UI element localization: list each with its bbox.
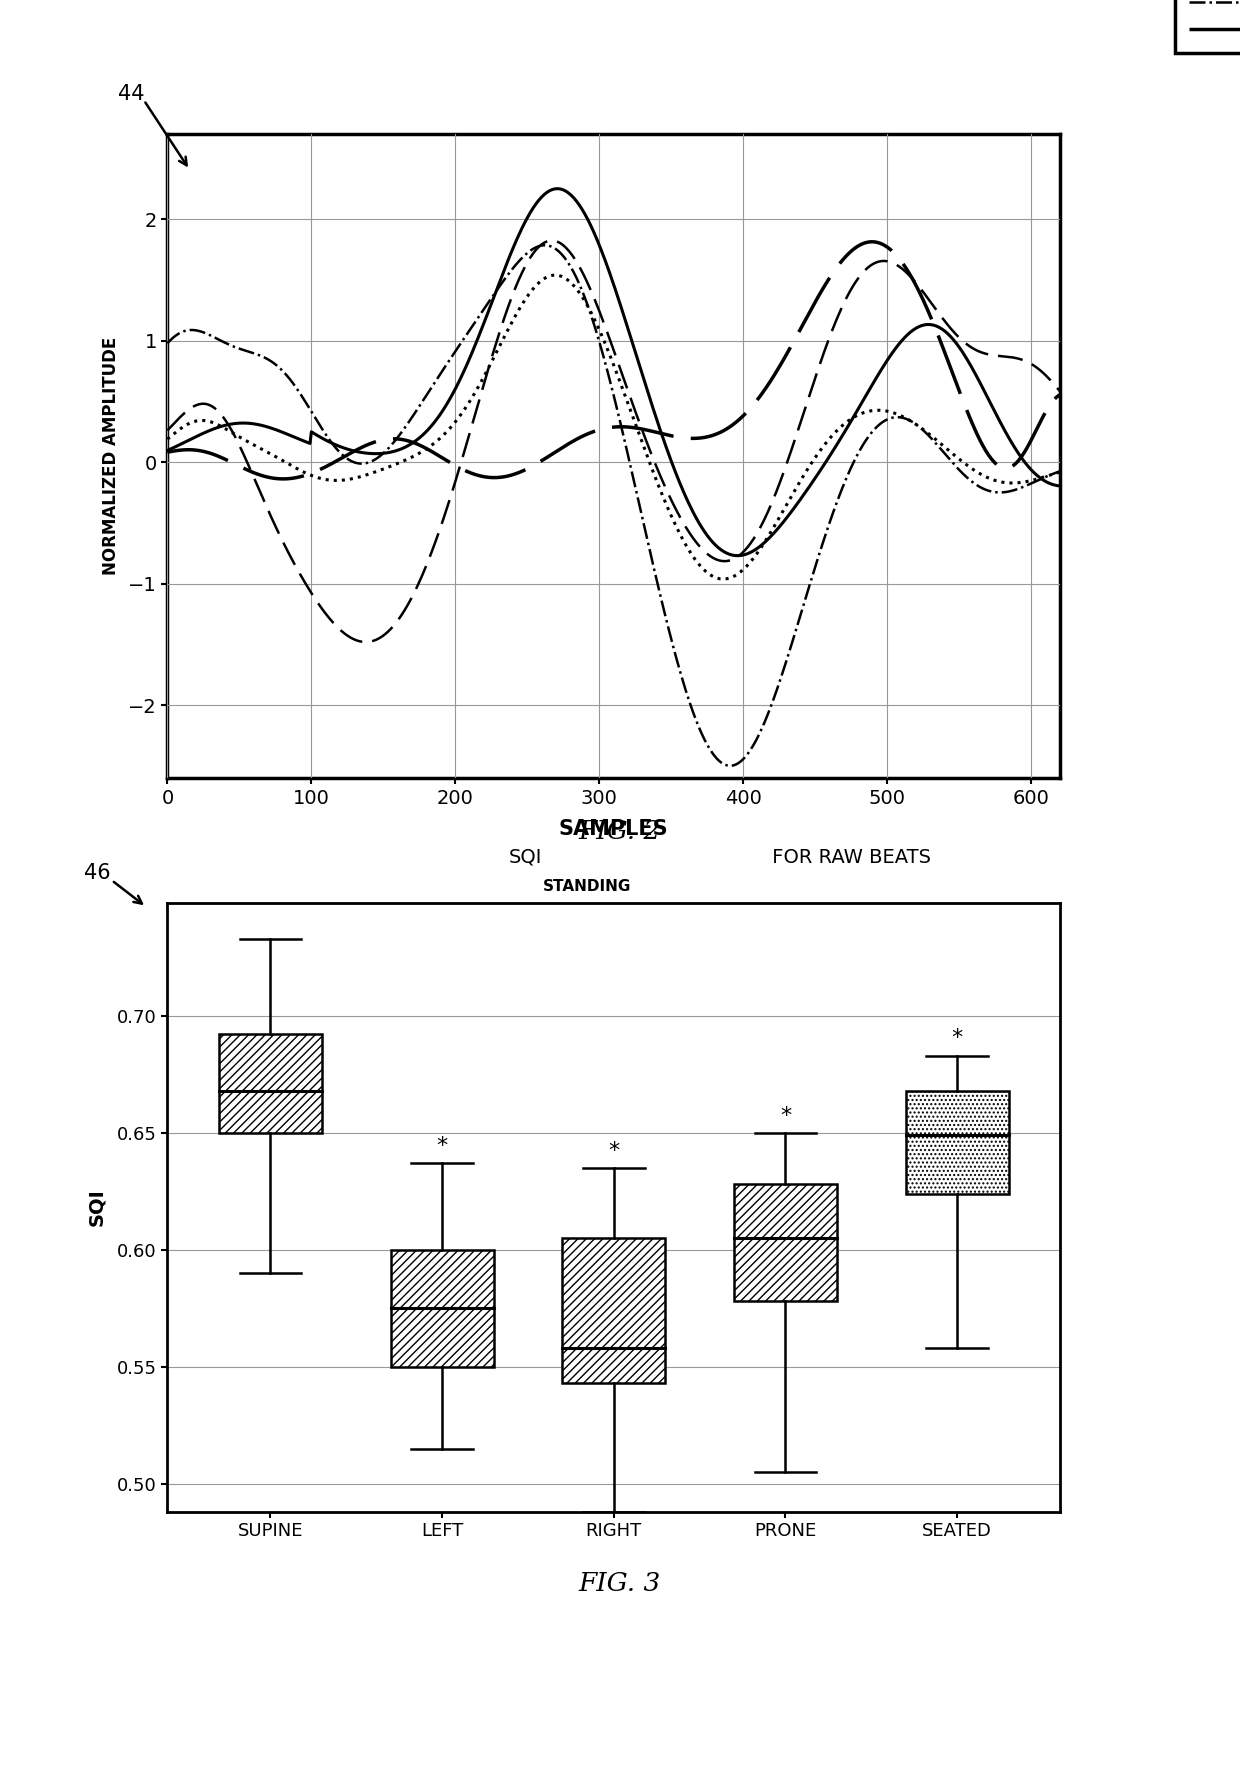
SEATED bbox=[928, 317, 942, 338]
X-axis label: SAMPLES: SAMPLES bbox=[559, 819, 668, 839]
PRONE bbox=[1053, 460, 1068, 481]
SUPINE bbox=[671, 469, 686, 490]
LEFT bbox=[742, 535, 756, 556]
Text: FIG. 2: FIG. 2 bbox=[579, 819, 661, 844]
PRONE bbox=[625, 463, 640, 485]
PRONE bbox=[689, 712, 704, 733]
RIGHT bbox=[671, 521, 686, 542]
Line: SUPINE: SUPINE bbox=[167, 188, 1060, 556]
RIGHT bbox=[689, 551, 704, 572]
Line: RIGHT: RIGHT bbox=[167, 276, 1060, 580]
Text: FIG. 3: FIG. 3 bbox=[579, 1571, 661, 1596]
Bar bbox=[391, 1251, 494, 1367]
PRONE bbox=[671, 655, 686, 676]
Bar bbox=[734, 1184, 837, 1301]
Text: SQI: SQI bbox=[508, 848, 542, 868]
Text: 44: 44 bbox=[118, 84, 144, 104]
RIGHT bbox=[931, 431, 946, 453]
Text: *: * bbox=[780, 1106, 791, 1125]
SUPINE bbox=[689, 510, 704, 531]
SEATED bbox=[689, 428, 704, 449]
Text: *: * bbox=[951, 1029, 962, 1048]
SUPINE bbox=[160, 440, 175, 462]
PRONE bbox=[537, 234, 552, 256]
SUPINE bbox=[551, 177, 565, 199]
SEATED bbox=[160, 442, 175, 463]
Bar bbox=[562, 1238, 666, 1383]
Text: STANDING: STANDING bbox=[542, 880, 631, 894]
PRONE bbox=[742, 741, 756, 762]
LEFT bbox=[160, 420, 175, 442]
LEFT bbox=[672, 506, 687, 528]
SEATED bbox=[864, 231, 879, 252]
PRONE bbox=[160, 333, 175, 354]
LEFT bbox=[544, 229, 559, 250]
SEATED bbox=[1053, 385, 1068, 406]
Line: LEFT: LEFT bbox=[167, 240, 1060, 642]
RIGHT bbox=[625, 406, 640, 428]
SEATED bbox=[671, 426, 686, 447]
LEFT bbox=[1053, 381, 1068, 403]
RIGHT bbox=[547, 265, 562, 286]
SUPINE bbox=[1053, 476, 1068, 497]
Y-axis label: SQI: SQI bbox=[87, 1188, 105, 1227]
Text: *: * bbox=[608, 1141, 620, 1161]
RIGHT bbox=[1053, 462, 1068, 483]
SEATED bbox=[275, 469, 290, 490]
LEFT bbox=[692, 535, 707, 556]
SEATED bbox=[740, 401, 755, 422]
Bar bbox=[219, 1034, 322, 1132]
Legend: SUPINE, LEFT, RIGHT, PRONE, SEATED: SUPINE, LEFT, RIGHT, PRONE, SEATED bbox=[1174, 0, 1240, 54]
RIGHT bbox=[715, 569, 730, 590]
SUPINE bbox=[742, 542, 756, 564]
Text: *: * bbox=[436, 1136, 448, 1156]
Text: 46: 46 bbox=[84, 862, 110, 884]
SUPINE bbox=[931, 317, 946, 338]
SUPINE bbox=[625, 333, 640, 354]
SEATED bbox=[625, 417, 640, 438]
PRONE bbox=[928, 431, 942, 453]
SUPINE bbox=[730, 546, 745, 567]
SUPINE bbox=[928, 315, 942, 336]
RIGHT bbox=[742, 553, 756, 574]
SEATED bbox=[931, 327, 946, 349]
Line: PRONE: PRONE bbox=[167, 245, 1060, 766]
LEFT bbox=[928, 297, 942, 318]
Line: SEATED: SEATED bbox=[167, 242, 1060, 479]
LEFT bbox=[931, 302, 946, 324]
RIGHT bbox=[928, 428, 942, 449]
LEFT bbox=[626, 397, 641, 419]
LEFT bbox=[358, 632, 373, 653]
Text: FOR RAW BEATS: FOR RAW BEATS bbox=[765, 848, 930, 868]
Y-axis label: NORMALIZED AMPLITUDE: NORMALIZED AMPLITUDE bbox=[102, 336, 120, 576]
PRONE bbox=[931, 437, 946, 458]
PRONE bbox=[723, 755, 738, 776]
RIGHT bbox=[160, 428, 175, 449]
Bar bbox=[905, 1091, 1008, 1193]
